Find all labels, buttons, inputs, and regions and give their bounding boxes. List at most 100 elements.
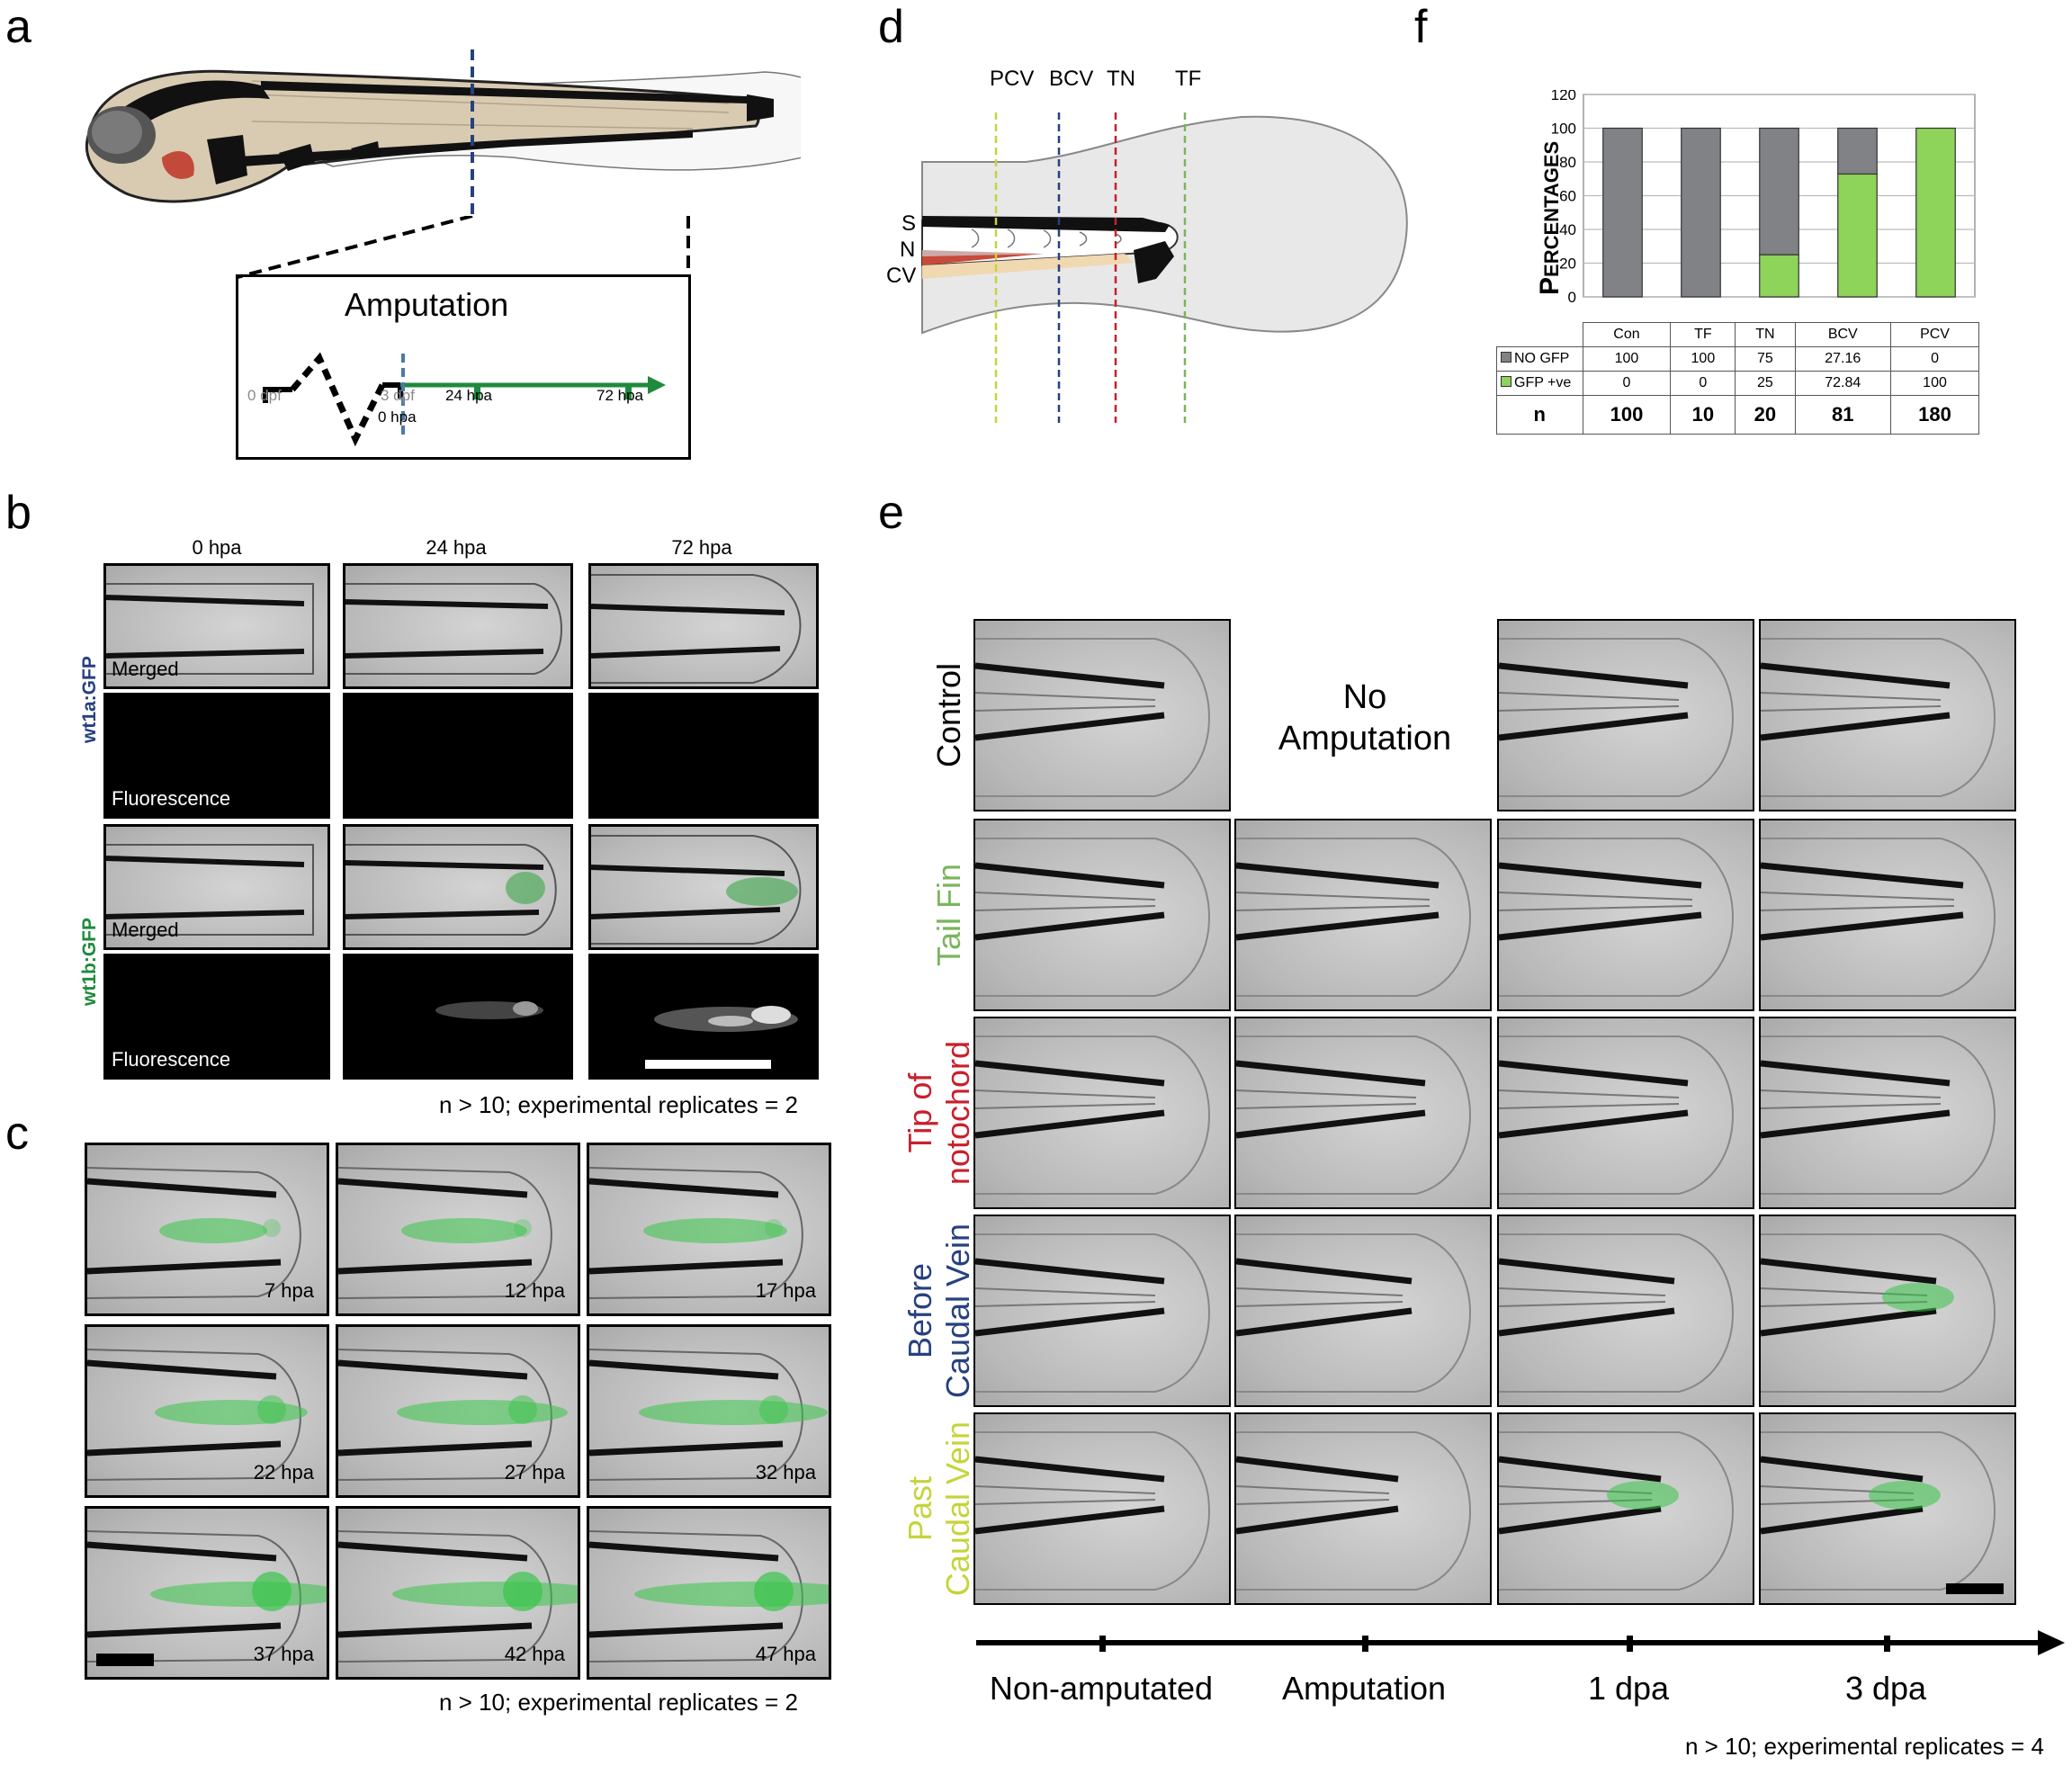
legend-gfp: GFP +ve [1514,375,1572,390]
e-image-cell [973,1017,1231,1209]
legend-swatch-gfp [1501,376,1511,387]
b-image-wt1b-72hpa-merged [588,824,819,950]
scale-bar [1946,1583,2004,1594]
f-row-n: n 100 10 20 81 180 [1496,395,1979,435]
d-structure-cv: CV [886,264,917,288]
y-tick-label: 80 [1559,154,1576,171]
c-footer: n > 10; experimental replicates = 2 [439,1689,798,1716]
zebrafish-larva-illustration [85,49,801,220]
b-image-wt1a-72hpa-fluor [588,693,819,819]
scale-bar [96,1654,154,1666]
c-time-label: 37 hpa [253,1643,314,1665]
merged-label: Merged [112,658,179,680]
c-time-label: 7 hpa [264,1279,314,1302]
timeline-3dpf: 3 dpf [381,387,415,404]
c-timelapse-image: 27 hpa [336,1324,580,1498]
c-timelapse-image: 7 hpa [85,1143,329,1316]
e-row-label-3: Before Caudal Vein [901,1216,977,1405]
e-row-label-line1: Tip of [901,1072,938,1153]
f-row-gfp: GFP +ve 0 0 25 72.84 100 [1496,371,1979,396]
e-footer: n > 10; experimental replicates = 4 [1685,1733,2044,1760]
e-axis-3dpa: 3 dpa [1844,1670,1927,1707]
f-nogfp-1: 100 [1670,346,1736,372]
c-timelapse-image: 22 hpa [85,1324,329,1498]
f-ylabel-big-p: P [1535,276,1565,295]
f-n-label: n [1496,395,1583,435]
c-time-label: 27 hpa [504,1461,565,1484]
panel-label-c: c [5,1107,29,1160]
e-image-cell [1497,1017,1754,1209]
e-image-cell [1759,1215,2016,1407]
timeline-graphic [263,352,666,447]
f-cat-2: TN [1735,322,1796,347]
e-image-cell [1759,819,2016,1011]
b-col-header-1: 24 hpa [426,536,487,559]
amputation-title: Amputation [345,286,509,323]
c-time-label: 12 hpa [504,1279,565,1302]
e-image-cell [1234,1215,1492,1407]
b-image-wt1a-24hpa-fluor [343,693,573,819]
b-image-wt1b-24hpa-merged [343,824,573,950]
e-image-cell [1759,619,2016,811]
no-amputation-line1: No [1342,678,1387,716]
c-timelapse-image: 37 hpa [85,1506,329,1680]
e-image-cell [1759,1017,2016,1209]
b-footer: n > 10; experimental replicates = 2 [439,1091,798,1118]
f-gfp-4: 100 [1890,371,1979,396]
e-image-cell [973,1215,1231,1407]
panel-label-d: d [878,1,904,53]
f-n-1: 10 [1670,395,1736,435]
f-nogfp-0: 100 [1582,346,1672,372]
f-n-3: 81 [1794,395,1892,435]
f-n-4: 180 [1890,395,1979,435]
amputation-timeline-box: Amputation 0 dpf 3 dpf 0 hpa 24 hpa 72 h… [236,274,691,460]
c-time-label: 32 hpa [755,1461,816,1484]
b-image-wt1b-0hpa-merged: Merged [103,824,330,950]
f-nogfp-3: 27.16 [1794,346,1892,372]
d-structure-s: S [901,211,917,236]
y-tick-label: 40 [1559,221,1576,238]
timeline-72hpa: 72 hpa [596,387,643,404]
b-image-wt1a-24hpa-merged [343,563,573,689]
fluorescence-label: Fluorescence [112,787,231,810]
b-image-wt1a-72hpa-merged [588,563,819,689]
d-line-bcv: BCV [1049,67,1094,91]
e-image-cell [1497,819,1754,1011]
e-image-cell [1234,1017,1492,1209]
f-cat-4: PCV [1890,322,1979,347]
e-image-cell [973,819,1231,1011]
d-structure-n: N [900,238,916,262]
bar-gfp [1837,173,1878,298]
y-tick-label: 120 [1551,90,1576,103]
e-image-cell [973,619,1231,811]
panel-label-f: f [1414,1,1428,53]
b-row-label-wt1a: wt1a:GFP [79,656,100,743]
c-timelapse-image: 47 hpa [587,1506,831,1680]
e-image-cell [1497,1412,1754,1605]
f-chart: 0 20 40 60 80 100 120 [1529,86,1979,306]
e-image-cell [1234,819,1492,1011]
b-row-label-wt1b: wt1b:GFP [79,918,100,1006]
e-row-label-line2: Caudal Vein [939,1223,976,1399]
tail-schematic [921,112,1408,423]
legend-no-gfp: NO GFP [1514,351,1570,366]
e-image-cell [1497,1215,1754,1407]
e-row-label-2: Tip of notochord [901,1018,977,1207]
scale-bar [645,1060,771,1069]
f-row-no-gfp: NO GFP 100 100 75 27.16 0 [1496,346,1979,372]
legend-swatch-no-gfp [1501,352,1511,363]
f-gfp-0: 0 [1582,371,1672,396]
f-gfp-2: 25 [1735,371,1796,396]
e-axis-amputation: Amputation [1281,1670,1447,1707]
e-image-cell [1234,1412,1492,1605]
f-data-table: Con TF TN BCV PCV NO GFP 100 100 75 27.1… [1496,322,1979,435]
bar-no-gfp [1759,127,1799,255]
f-n-2: 20 [1735,395,1796,435]
timeline-0dpf: 0 dpf [247,387,282,404]
b-image-wt1a-0hpa-fluor: Fluorescence [103,693,330,819]
bar-no-gfp [1681,127,1721,298]
e-axis-non-amputated: Non-amputated [989,1670,1214,1707]
bar-gfp [1915,127,1956,298]
e-row-label-line1: Before [901,1262,938,1359]
b-image-wt1b-24hpa-fluor [343,954,573,1080]
